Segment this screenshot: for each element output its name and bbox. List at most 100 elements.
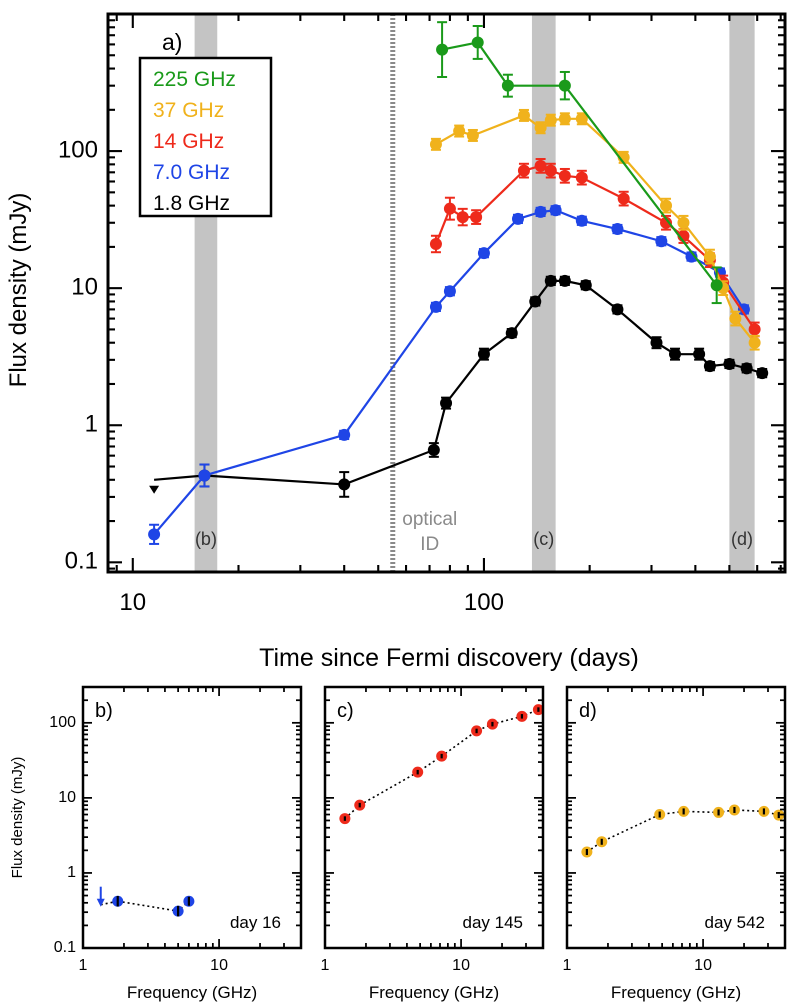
data-point xyxy=(429,237,442,250)
x-axis-title: Time since Fermi discovery (days) xyxy=(259,644,639,672)
optical-id-label: ID xyxy=(420,534,439,555)
panel-c-spectrum-day-145: 1 10 c) day 145 Frequency (GHz) xyxy=(321,685,545,1002)
x-tick-label: 10 xyxy=(210,957,228,974)
data-point xyxy=(338,428,351,441)
plot-frame xyxy=(106,12,787,574)
data-point xyxy=(534,121,547,134)
y-tick-label: 10 xyxy=(71,274,98,301)
data-point xyxy=(723,357,736,370)
data-point xyxy=(505,327,518,340)
x-tick-label: 10 xyxy=(694,957,712,974)
data-point xyxy=(429,300,442,313)
band-label: (d) xyxy=(731,529,753,549)
data-point xyxy=(575,171,588,184)
series-line xyxy=(435,114,756,344)
y-tick-label: 0.1 xyxy=(54,939,76,956)
panel-label: a) xyxy=(162,29,182,55)
spectrum-line xyxy=(344,708,539,820)
legend-entry: 14 GHz xyxy=(153,130,224,153)
data-point xyxy=(703,360,716,373)
series-14-ghz xyxy=(429,158,761,338)
upper-limit-arrow xyxy=(149,485,160,494)
y-tick-label: 0.1 xyxy=(65,548,98,575)
legend-entry: 225 GHz xyxy=(153,68,236,91)
data-point xyxy=(558,274,571,287)
data-point xyxy=(534,159,547,172)
data-point xyxy=(544,164,557,177)
data-point xyxy=(611,303,624,316)
legend-entry: 7.0 GHz xyxy=(153,161,230,184)
x-tick-label: 10 xyxy=(119,589,146,616)
data-point xyxy=(748,336,761,349)
data-point xyxy=(440,397,453,410)
data-point xyxy=(443,285,456,298)
data-point xyxy=(660,199,673,212)
data-point xyxy=(710,279,723,292)
data-point xyxy=(575,112,588,125)
data-point xyxy=(579,279,592,292)
data-point xyxy=(511,212,524,225)
legend-entry: 37 GHz xyxy=(153,99,224,122)
data-point xyxy=(611,223,624,236)
data-point xyxy=(703,250,716,263)
x-axis-title: Frequency (GHz) xyxy=(127,983,257,1002)
legend-box xyxy=(138,56,273,218)
band-label: (b) xyxy=(195,529,217,549)
series-line xyxy=(153,209,745,536)
data-point xyxy=(471,36,484,49)
data-point xyxy=(148,528,161,541)
y-tick-label: 100 xyxy=(49,714,76,731)
series-37-ghz xyxy=(429,108,761,351)
data-point xyxy=(429,138,442,151)
data-point xyxy=(650,336,663,349)
x-tick-label: 1 xyxy=(321,957,330,974)
shaded-band xyxy=(531,14,556,572)
data-point xyxy=(427,443,440,456)
data-point xyxy=(338,478,351,491)
data-point xyxy=(198,469,211,482)
x-tick-label: 1 xyxy=(563,957,572,974)
optical-id-label: optical xyxy=(402,509,457,530)
data-point xyxy=(501,79,514,92)
data-point xyxy=(477,247,490,260)
data-point xyxy=(748,323,761,336)
series-line xyxy=(154,279,763,486)
data-point xyxy=(668,348,681,361)
y-axis-title: Flux density (mJy) xyxy=(5,193,32,388)
data-point xyxy=(558,112,571,125)
data-point xyxy=(729,312,742,325)
panel-label: b) xyxy=(95,700,113,722)
x-tick-label: 1 xyxy=(79,957,88,974)
data-point xyxy=(575,214,588,227)
x-tick-label: 10 xyxy=(452,957,470,974)
x-tick-label: 100 xyxy=(464,589,504,616)
legend-entry: 1.8 GHz xyxy=(153,192,230,215)
upper-limit-arrow-head xyxy=(96,898,105,907)
data-point xyxy=(466,129,479,142)
data-point xyxy=(453,125,466,138)
data-point xyxy=(740,362,753,375)
day-label: day 145 xyxy=(463,913,524,932)
y-tick-label: 1 xyxy=(85,411,98,438)
panel-a-light-curve: (b) (c) (d) optical ID 10 100 0.1 1 10 100 225 GHz 3… xyxy=(5,12,787,672)
band-label: (c) xyxy=(533,529,554,549)
panel-label: d) xyxy=(579,700,597,722)
data-point xyxy=(443,202,456,215)
plot-frame xyxy=(323,685,545,950)
x-axis-title: Frequency (GHz) xyxy=(369,983,499,1002)
series-7-0-ghz xyxy=(148,204,750,545)
panel-label: c) xyxy=(337,700,354,722)
plot-frame xyxy=(81,685,303,950)
panel-d-spectrum-day-542: 1 10 d) day 542 Frequency (GHz) xyxy=(563,685,787,1002)
legend: 225 GHz 37 GHz 14 GHz 7.0 GHz 1.8 GHz xyxy=(138,56,273,218)
data-point xyxy=(685,250,698,263)
data-point xyxy=(655,235,668,248)
day-label: day 542 xyxy=(705,913,766,932)
day-label: day 16 xyxy=(230,913,281,932)
series-225-ghz xyxy=(436,21,723,305)
data-point xyxy=(529,295,542,308)
data-point xyxy=(756,367,769,380)
data-point xyxy=(517,109,530,122)
